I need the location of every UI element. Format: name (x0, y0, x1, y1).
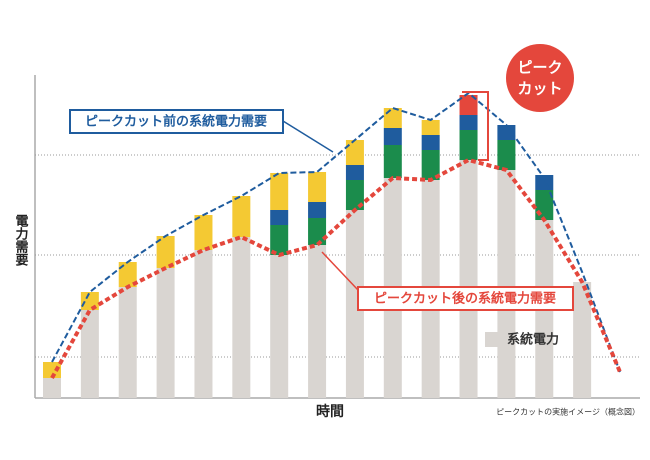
legend-label: 系統電力 (507, 332, 559, 348)
bar-segment (383, 145, 402, 178)
line (51, 91, 621, 373)
peak-badge (506, 44, 574, 112)
x-axis-label: 時間 (316, 403, 344, 420)
bar-segment (308, 245, 327, 398)
leader (282, 120, 334, 153)
callout-label: ピークカット前の系統電力需要 (85, 114, 267, 130)
bar-segment (345, 180, 364, 210)
bar-segment (270, 210, 289, 225)
bar-segment (232, 196, 251, 237)
bar-segment (459, 115, 478, 130)
bar-segment (497, 170, 516, 398)
bar-segment (156, 236, 175, 268)
bar-segment (308, 202, 327, 218)
peak-bracket (462, 91, 489, 161)
bar-segment (459, 95, 478, 115)
bar-segment (270, 225, 289, 255)
bar-segment (156, 268, 175, 398)
bar-segment (421, 135, 440, 150)
badge-text: カット (517, 80, 562, 98)
bar-segment (345, 140, 364, 165)
bar-segment (270, 173, 289, 210)
leader (321, 251, 359, 291)
bar-segment (118, 262, 137, 287)
bar-segment (80, 310, 99, 398)
bar-segment (232, 237, 251, 398)
bar-segment (535, 175, 554, 190)
bar-segment (459, 130, 478, 160)
bar-segment (421, 150, 440, 180)
bar-segment (308, 172, 327, 202)
bar-segment (194, 250, 213, 398)
y-axis-label: 電力需要 (13, 214, 29, 267)
callout-label: ピークカット後の系統電力需要 (374, 291, 556, 307)
bar-segment (43, 378, 61, 398)
bar-segment (497, 125, 516, 140)
line (50, 157, 622, 379)
legend-swatch (485, 332, 500, 347)
note: ピークカットの実施イメージ（概念図） (496, 407, 640, 417)
bar-segment (270, 255, 289, 398)
bar-segment (497, 140, 516, 170)
bar-segment (459, 160, 478, 398)
bar-segment (421, 120, 440, 135)
bar-segment (383, 128, 402, 145)
bar-segment (194, 215, 213, 250)
bar-segment (118, 287, 137, 398)
bar-segment (345, 165, 364, 180)
bar-segment (345, 210, 364, 398)
callout-box (69, 109, 284, 134)
callout-box (357, 286, 574, 311)
bar-segment (383, 108, 402, 128)
bar-segment (573, 282, 592, 398)
badge-text: ピーク (517, 59, 562, 77)
bar-segment (308, 218, 327, 245)
